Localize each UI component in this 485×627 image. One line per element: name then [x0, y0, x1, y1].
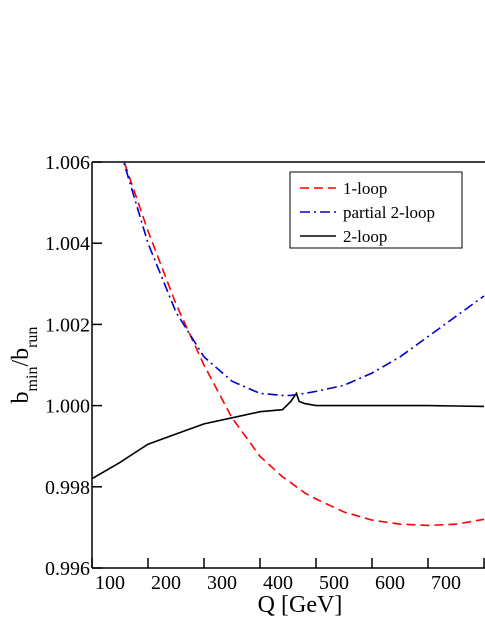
x-tick-label: 300: [207, 572, 237, 594]
y-tick-label: 1.002: [45, 314, 90, 336]
legend-label: 2-loop: [343, 227, 387, 246]
y-tick-label: 0.998: [45, 477, 90, 499]
legend-box: [289, 171, 463, 249]
y-axis-label: bmin/brun: [8, 327, 41, 404]
x-tick-label: 100: [95, 572, 125, 594]
x-tick-label: 400: [263, 572, 293, 594]
x-tick-label: 600: [375, 572, 405, 594]
y-tick-label: 1.006: [45, 152, 90, 174]
x-tick-label: 200: [151, 572, 181, 594]
legend-label: partial 2-loop: [343, 203, 435, 222]
y-tick-label: 0.996: [45, 558, 90, 580]
series-line: [122, 162, 485, 397]
y-tick-label: 1.004: [45, 233, 90, 255]
x-tick-label: 700: [431, 572, 461, 594]
legend-label: 1-loop: [343, 179, 387, 198]
y-tick-label: 1.000: [45, 396, 90, 418]
x-tick-label: 500: [319, 572, 349, 594]
series-line: [92, 391, 485, 480]
x-axis-label: Q [GeV]: [258, 592, 343, 618]
